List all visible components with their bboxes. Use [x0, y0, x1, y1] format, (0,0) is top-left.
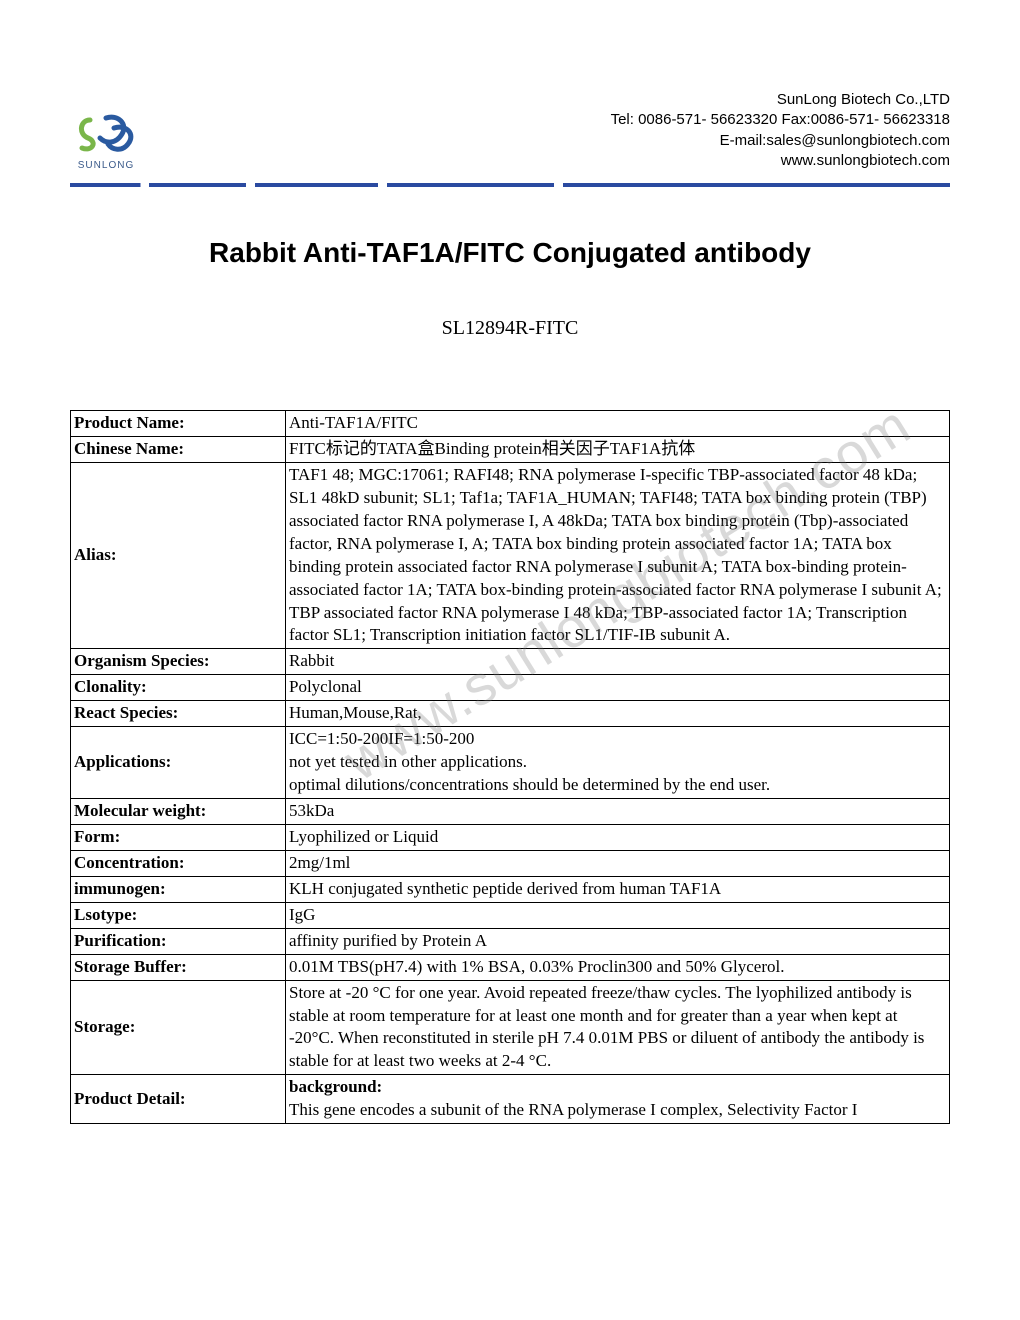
row-lsotype: Lsotype: IgG — [71, 902, 950, 928]
row-organism: Organism Species: Rabbit — [71, 649, 950, 675]
page-title: Rabbit Anti-TAF1A/FITC Conjugated antibo… — [70, 237, 950, 269]
company-email: E-mail:sales@sunlongbiotech.com — [611, 131, 950, 151]
row-immunogen: immunogen: KLH conjugated synthetic pept… — [71, 876, 950, 902]
value-alias: TAF1 48; MGC:17061; RAFI48; RNA polymera… — [286, 462, 950, 649]
applications-line1: ICC=1:50-200IF=1:50-200 — [289, 728, 946, 751]
label-immunogen: immunogen: — [71, 876, 286, 902]
applications-line2: not yet tested in other applications. — [289, 751, 946, 774]
company-tel-fax: Tel: 0086-571- 56623320 Fax:0086-571- 56… — [611, 110, 950, 130]
row-concentration: Concentration: 2mg/1ml — [71, 850, 950, 876]
value-storage-buffer: 0.01M TBS(pH7.4) with 1% BSA, 0.03% Proc… — [286, 954, 950, 980]
label-purification: Purification: — [71, 928, 286, 954]
row-product-detail: Product Detail: background: This gene en… — [71, 1075, 950, 1124]
row-molecular-weight: Molecular weight: 53kDa — [71, 799, 950, 825]
row-purification: Purification: affinity purified by Prote… — [71, 928, 950, 954]
value-chinese-name: FITC标记的TATA盒Binding protein相关因子TAF1A抗体 — [286, 436, 950, 462]
label-form: Form: — [71, 824, 286, 850]
logo: SUNLONG — [70, 110, 142, 171]
row-product-name: Product Name: Anti-TAF1A/FITC — [71, 411, 950, 437]
row-storage: Storage: Store at -20 °C for one year. A… — [71, 980, 950, 1075]
label-product-name: Product Name: — [71, 411, 286, 437]
product-sku: SL12894R-FITC — [70, 317, 950, 340]
row-applications: Applications: ICC=1:50-200IF=1:50-200 no… — [71, 727, 950, 799]
applications-line3: optimal dilutions/concentrations should … — [289, 774, 946, 797]
product-detail-heading: background: — [289, 1077, 382, 1096]
label-clonality: Clonality: — [71, 675, 286, 701]
row-chinese-name: Chinese Name: FITC标记的TATA盒Binding protei… — [71, 436, 950, 462]
row-react-species: React Species: Human,Mouse,Rat, — [71, 701, 950, 727]
label-molecular-weight: Molecular weight: — [71, 799, 286, 825]
label-product-detail: Product Detail: — [71, 1075, 286, 1124]
value-react-species: Human,Mouse,Rat, — [286, 701, 950, 727]
value-lsotype: IgG — [286, 902, 950, 928]
value-form: Lyophilized or Liquid — [286, 824, 950, 850]
company-web: www.sunlongbiotech.com — [611, 151, 950, 171]
value-clonality: Polyclonal — [286, 675, 950, 701]
row-form: Form: Lyophilized or Liquid — [71, 824, 950, 850]
value-product-detail: background: This gene encodes a subunit … — [286, 1075, 950, 1124]
value-immunogen: KLH conjugated synthetic peptide derived… — [286, 876, 950, 902]
label-organism: Organism Species: — [71, 649, 286, 675]
sunlong-logo-icon — [70, 110, 142, 158]
value-organism: Rabbit — [286, 649, 950, 675]
label-lsotype: Lsotype: — [71, 902, 286, 928]
label-chinese-name: Chinese Name: — [71, 436, 286, 462]
value-storage: Store at -20 °C for one year. Avoid repe… — [286, 980, 950, 1075]
row-storage-buffer: Storage Buffer: 0.01M TBS(pH7.4) with 1%… — [71, 954, 950, 980]
label-concentration: Concentration: — [71, 850, 286, 876]
company-info: SunLong Biotech Co.,LTD Tel: 0086-571- 5… — [611, 90, 950, 171]
spec-table: Product Name: Anti-TAF1A/FITC Chinese Na… — [70, 410, 950, 1124]
header-divider — [70, 183, 950, 187]
value-purification: affinity purified by Protein A — [286, 928, 950, 954]
value-applications: ICC=1:50-200IF=1:50-200 not yet tested i… — [286, 727, 950, 799]
value-molecular-weight: 53kDa — [286, 799, 950, 825]
label-react-species: React Species: — [71, 701, 286, 727]
label-alias: Alias: — [71, 462, 286, 649]
company-name: SunLong Biotech Co.,LTD — [611, 90, 950, 110]
product-detail-body: This gene encodes a subunit of the RNA p… — [289, 1100, 857, 1119]
label-storage-buffer: Storage Buffer: — [71, 954, 286, 980]
value-product-name: Anti-TAF1A/FITC — [286, 411, 950, 437]
value-concentration: 2mg/1ml — [286, 850, 950, 876]
label-applications: Applications: — [71, 727, 286, 799]
header: SUNLONG SunLong Biotech Co.,LTD Tel: 008… — [70, 90, 950, 171]
row-clonality: Clonality: Polyclonal — [71, 675, 950, 701]
label-storage: Storage: — [71, 980, 286, 1075]
row-alias: Alias: TAF1 48; MGC:17061; RAFI48; RNA p… — [71, 462, 950, 649]
logo-label: SUNLONG — [78, 160, 134, 171]
